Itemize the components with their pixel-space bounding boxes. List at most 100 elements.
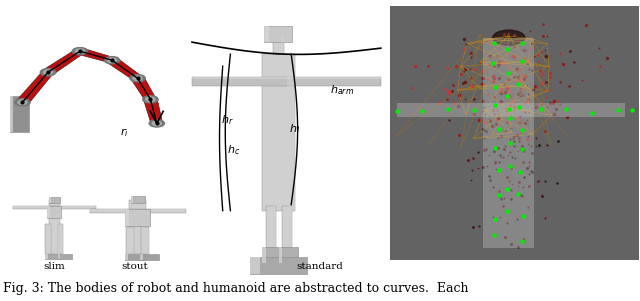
Point	[455, 87, 465, 92]
Bar	[10, 96, 29, 132]
Point	[500, 235, 510, 240]
Point	[490, 160, 500, 165]
Point	[479, 105, 490, 110]
Point	[490, 95, 500, 100]
Point	[535, 68, 545, 73]
Point	[488, 37, 498, 42]
Point	[509, 103, 519, 108]
Point	[504, 178, 515, 183]
Point	[495, 89, 506, 94]
Bar	[47, 206, 50, 218]
Point	[513, 180, 524, 185]
Point	[541, 80, 551, 85]
Bar	[131, 196, 133, 203]
Point	[488, 108, 498, 113]
Bar	[279, 247, 282, 263]
Point	[499, 82, 509, 87]
Point	[564, 48, 575, 53]
Point	[511, 132, 522, 137]
Point	[509, 107, 520, 111]
Point	[505, 115, 515, 120]
Bar	[397, 103, 625, 117]
Point	[515, 67, 525, 72]
Point	[509, 75, 520, 80]
Point	[492, 54, 502, 59]
Point	[569, 59, 579, 64]
Point	[516, 192, 526, 197]
Point	[502, 47, 512, 51]
Point	[587, 110, 597, 115]
Point	[481, 129, 492, 134]
Point	[490, 159, 500, 164]
Point	[489, 148, 499, 153]
Point	[494, 168, 504, 173]
Bar	[49, 200, 60, 254]
Point	[465, 67, 476, 71]
Point	[525, 143, 536, 148]
Point	[516, 86, 526, 91]
Circle shape	[104, 57, 120, 64]
Point	[473, 150, 483, 154]
Point	[493, 193, 504, 198]
Point	[485, 118, 495, 123]
Point	[522, 166, 532, 170]
Point	[553, 138, 563, 143]
Point	[523, 96, 533, 101]
Point	[523, 141, 533, 146]
Point	[460, 80, 470, 85]
Point	[553, 98, 563, 103]
Point	[523, 133, 533, 138]
Point	[517, 92, 527, 97]
Point	[531, 143, 541, 148]
Point	[540, 128, 550, 133]
Bar	[282, 206, 292, 248]
Point	[458, 36, 468, 41]
Circle shape	[133, 76, 142, 80]
Point	[500, 89, 510, 94]
Point	[444, 88, 454, 93]
Point	[477, 126, 488, 131]
Point	[516, 143, 527, 148]
Point	[490, 145, 500, 150]
Point	[515, 113, 525, 118]
Point	[522, 136, 532, 141]
Point	[449, 101, 460, 106]
Point	[488, 74, 499, 79]
Point	[508, 54, 518, 59]
Point	[509, 55, 519, 60]
Point	[527, 150, 537, 155]
Point	[469, 96, 479, 101]
Point	[518, 76, 529, 81]
Text: $h_l$: $h_l$	[289, 123, 300, 136]
Point	[488, 79, 498, 83]
Point	[536, 49, 546, 54]
Point	[509, 43, 520, 48]
Point	[468, 107, 479, 112]
Point	[494, 60, 504, 65]
Bar	[125, 209, 129, 226]
Point	[479, 148, 490, 153]
Point	[494, 62, 504, 67]
Point	[490, 41, 500, 45]
Point	[530, 101, 540, 106]
Point	[493, 116, 503, 121]
Bar	[125, 254, 128, 260]
Point	[501, 85, 511, 90]
Bar	[290, 206, 292, 248]
Point	[502, 153, 513, 157]
Point	[524, 171, 534, 176]
Bar	[58, 200, 60, 254]
Point	[536, 107, 546, 111]
Point	[510, 156, 520, 160]
Point	[479, 111, 490, 116]
Point	[540, 216, 550, 221]
Bar	[45, 254, 60, 259]
Point	[508, 135, 518, 140]
Point	[551, 106, 561, 111]
Point	[478, 68, 488, 73]
Point	[478, 98, 488, 103]
Bar	[13, 206, 96, 209]
Point	[496, 86, 506, 91]
Point	[451, 64, 461, 69]
Point	[541, 65, 552, 70]
